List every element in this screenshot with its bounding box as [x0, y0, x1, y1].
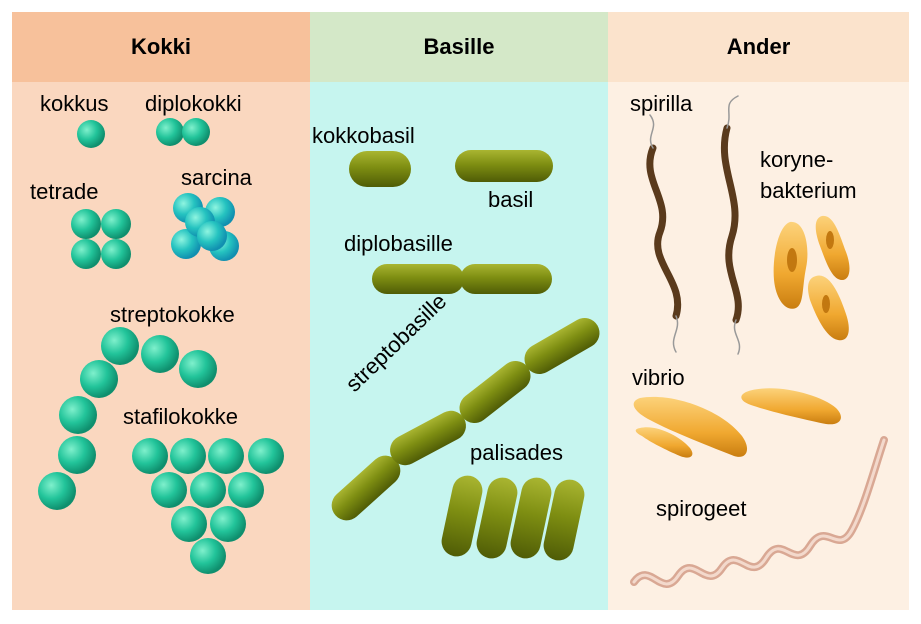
kokki-title: Kokki [131, 34, 191, 59]
kokki-column: Kokki [12, 12, 310, 610]
basil-cell [455, 150, 553, 182]
label-koryne-line2: bakterium [760, 178, 857, 203]
kokki-header: Kokki [12, 12, 310, 82]
other-forms-illustrations [630, 95, 888, 588]
streptobasille-chain [331, 318, 600, 521]
stafilokokke-cluster [132, 438, 284, 574]
sarcina-cells [171, 193, 239, 261]
kokkobasil-cell [349, 151, 411, 187]
diplokokki-cells [156, 118, 210, 146]
vibrio-cells [633, 388, 841, 458]
label-streptokokke: streptokokke [110, 302, 235, 327]
label-koryne-line1: koryne- [760, 147, 834, 172]
korynebakterium-cells [773, 215, 850, 341]
label-sarcina: sarcina [181, 165, 252, 190]
kokkus-cell [77, 120, 105, 148]
label-diplobasille: diplobasille [344, 231, 453, 256]
spirilla-cells [646, 95, 742, 355]
tetrade-cells [71, 209, 131, 269]
label-palisades: palisades [470, 440, 563, 465]
label-basil: basil [488, 187, 534, 212]
label-kokkus: kokkus [40, 91, 109, 116]
ander-header: Ander [608, 12, 909, 82]
label-stafilokokke: stafilokokke [123, 404, 238, 429]
bacilli-illustrations [331, 150, 600, 561]
ander-title: Ander [726, 34, 791, 59]
basille-title: Basille [423, 34, 495, 59]
spirogeet-cell [630, 436, 888, 588]
palisades-cells [441, 475, 585, 561]
cocci-illustrations [38, 118, 284, 574]
basille-header: Basille [310, 12, 608, 82]
streptokokke-chain [38, 327, 217, 510]
label-spirilla: spirilla [630, 91, 693, 116]
label-diplokokki: diplokokki [145, 91, 242, 116]
label-tetrade: tetrade [30, 179, 99, 204]
label-vibrio: vibrio [632, 365, 685, 390]
diplobasille-cells [372, 264, 552, 294]
label-spirogeet: spirogeet [656, 496, 747, 521]
label-kokkobasil: kokkobasil [312, 123, 415, 148]
